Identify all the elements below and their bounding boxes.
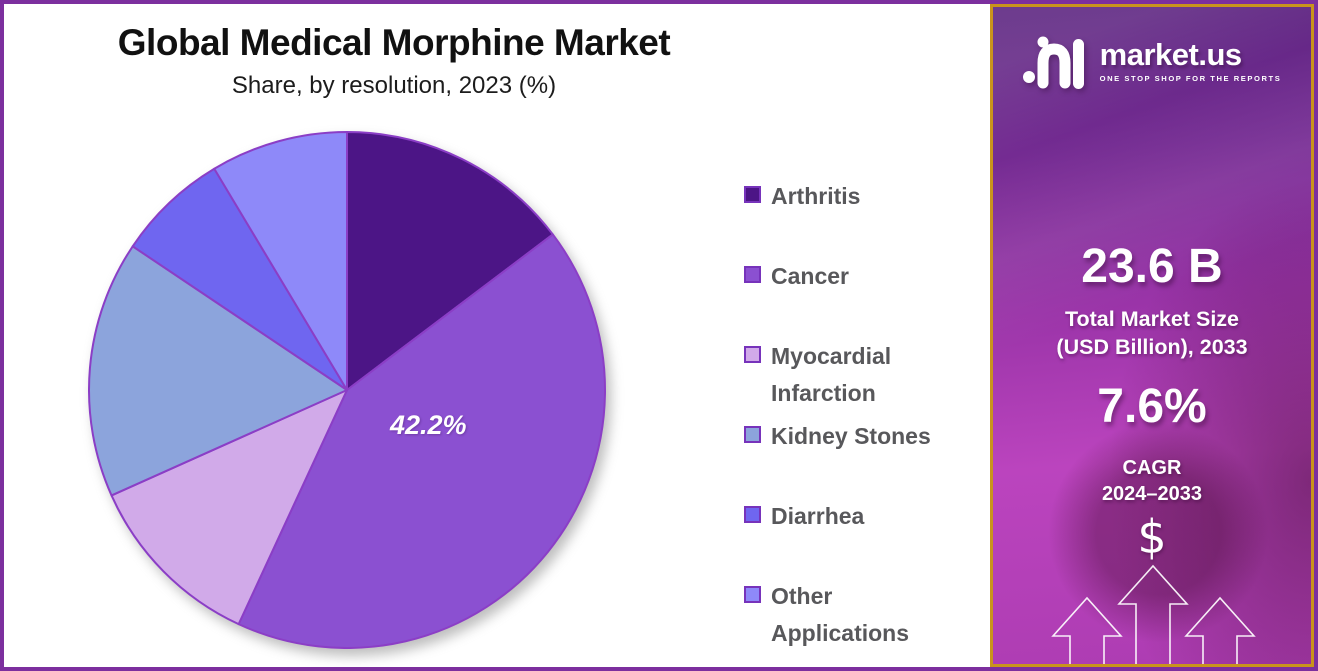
cagr-label-line1: CAGR (1122, 457, 1182, 479)
pie-slice-kidney-stones (88, 245, 348, 497)
chart-legend: Arthritis Cancer Myocardial Infarction Kidn… (744, 178, 984, 658)
legend-swatch-arthritis (744, 186, 761, 203)
dollar-symbol: $ (1137, 510, 1167, 564)
legend-swatch-cancer (744, 266, 761, 283)
pie-slice-diarrhea (131, 167, 348, 391)
cagr-value: 7.6% (1097, 380, 1207, 433)
legend-swatch-kidney-stones (744, 426, 761, 443)
legend-item-diarrhea: Diarrhea (744, 498, 956, 535)
legend-swatch-diarrhea (744, 506, 761, 523)
pie-slice-other-applications (213, 131, 348, 391)
pie-chart (88, 131, 606, 649)
brand-sidebar: market.us ONE STOP SHOP FOR THE REPORTS … (990, 4, 1314, 667)
pie-slice-cancer (237, 233, 606, 649)
legend-swatch-other-applications (744, 586, 761, 603)
legend-label-diarrhea: Diarrhea (771, 503, 865, 529)
brand-tagline: ONE STOP SHOP FOR THE REPORTS (1099, 74, 1282, 83)
legend-item-myocardial-infarction: Myocardial Infarction (744, 338, 956, 412)
brand-block: market.us ONE STOP SHOP FOR THE REPORTS (993, 33, 1311, 89)
cagr-label: CAGR 2024–2033 (993, 455, 1311, 507)
pie-data-label: 42.2% (390, 410, 467, 440)
legend-label-cancer: Cancer (771, 263, 849, 289)
market-size-label: Total Market Size (USD Billion), 2033 (993, 305, 1311, 361)
market-size-label-line1: Total Market Size (1064, 307, 1240, 331)
chart-panel: Global Medical Morphine Market Share, by… (4, 4, 990, 667)
legend-label-kidney-stones: Kidney Stones (771, 423, 931, 449)
pie-slice-arthritis (346, 131, 554, 391)
market-size-value: 23.6 B (1081, 240, 1223, 293)
page-title: Global Medical Morphine Market (117, 22, 671, 63)
legend-label-other-applications: Other Applications (771, 583, 910, 646)
growth-arrows-icon (1051, 564, 1256, 664)
brand-name: market.us (1099, 37, 1242, 72)
legend-item-kidney-stones: Kidney Stones (744, 418, 956, 455)
legend-label-myocardial-infarction: Myocardial Infarction (771, 343, 892, 406)
legend-swatch-myocardial-infarction (744, 346, 761, 363)
cagr-label-line2: 2024–2033 (1101, 483, 1203, 505)
legend-label-arthritis: Arthritis (771, 183, 861, 209)
marketus-logo-icon (1022, 36, 1084, 89)
market-size-label-line2: (USD Billion), 2033 (1056, 335, 1248, 359)
pie-slice-myocardial-infarction (110, 389, 348, 626)
legend-item-cancer: Cancer (744, 258, 956, 295)
page-subtitle: Share, by resolution, 2023 (%) (231, 71, 557, 99)
chart-header: Global Medical Morphine Market Share, by… (24, 22, 764, 100)
brand-text: market.us ONE STOP SHOP FOR THE REPORTS (1100, 39, 1282, 83)
legend-item-arthritis: Arthritis (744, 178, 956, 215)
legend-item-other-applications: Other Applications (744, 578, 956, 652)
